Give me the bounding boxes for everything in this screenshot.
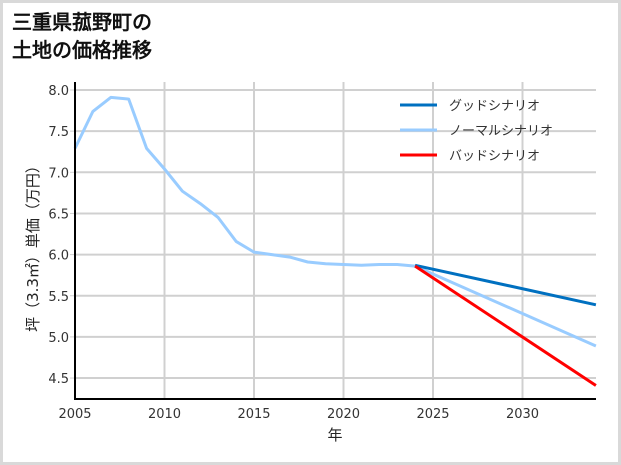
series-line	[414, 263, 597, 307]
title-line-2: 土地の価格推移	[12, 38, 152, 62]
chart-title: 三重県菰野町の 土地の価格推移	[12, 8, 152, 64]
x-tick-label: 2005	[58, 407, 91, 422]
y-tick-label: 7.0	[48, 166, 69, 181]
y-axis-label: 坪（3.3㎡）単価（万円）	[24, 158, 42, 332]
legend-label: グッドシナリオ	[449, 99, 540, 114]
x-tick-label: 2020	[327, 407, 360, 422]
x-tick-label: 2010	[148, 407, 181, 422]
chart-card	[3, 3, 618, 462]
axes	[74, 82, 596, 400]
x-tick-label: 2030	[506, 407, 539, 422]
title-line-1: 三重県菰野町の	[12, 10, 152, 34]
x-tick-label: 2025	[416, 407, 449, 422]
y-tick-label: 6.5	[48, 207, 69, 222]
y-tick-label: 8.0	[48, 84, 69, 99]
y-tick-label: 5.0	[48, 331, 69, 346]
tick-labels: 4.5 5.0 5.5 6.0 6.5 7.0 7.5 8.0 2005 2010 2015 2020…	[48, 84, 539, 422]
x-tick-label: 2015	[237, 407, 270, 422]
series-lines	[73, 95, 597, 387]
y-tick-label: 5.5	[48, 290, 69, 305]
y-tick-label: 6.0	[48, 249, 69, 264]
y-tick-label: 4.5	[48, 372, 69, 387]
legend-label: ノーマルシナリオ	[449, 124, 553, 139]
legend-label: バッドシナリオ	[449, 149, 540, 164]
series-line	[414, 264, 597, 387]
x-axis-label: 年	[327, 426, 342, 444]
y-tick-label: 7.5	[48, 125, 69, 140]
series-line	[73, 95, 597, 348]
gridlines	[70, 82, 596, 399]
